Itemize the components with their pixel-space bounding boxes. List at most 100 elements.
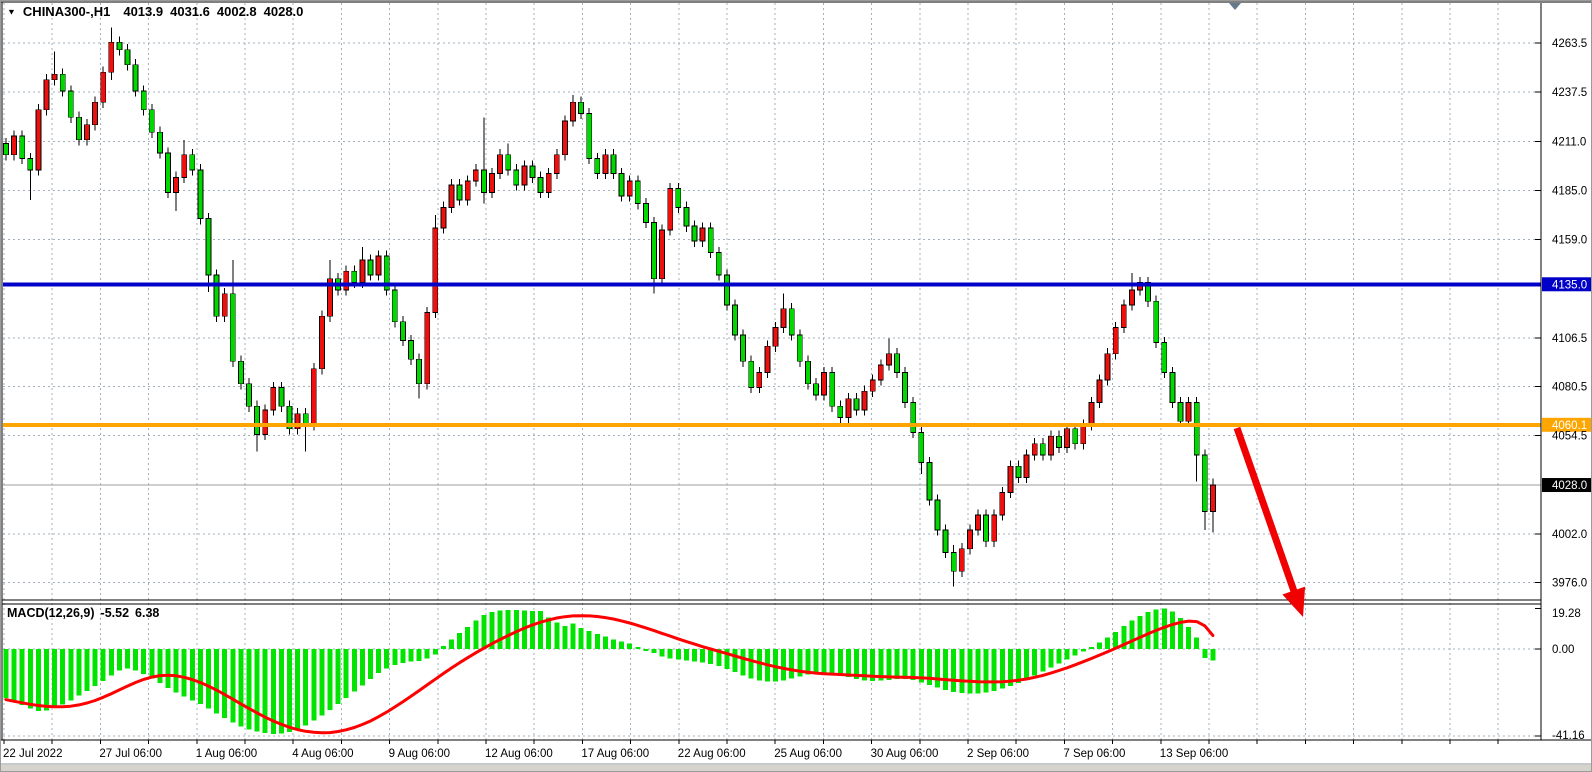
bear-candle — [1161, 342, 1168, 373]
bear-candle — [286, 405, 293, 430]
bull-candle — [991, 514, 998, 542]
bear-candle — [837, 405, 844, 418]
bull-candle — [756, 372, 763, 388]
bear-candle — [748, 360, 755, 388]
date-tick-label: 25 Aug 06:00 — [774, 748, 842, 760]
bull-candle — [1104, 353, 1111, 381]
bear-candle — [254, 405, 261, 435]
bear-candle — [902, 372, 908, 403]
price-tick-label: 4054.5 — [1552, 430, 1587, 442]
bull-candle — [521, 165, 528, 186]
bull-candle — [967, 529, 973, 550]
bear-candle — [205, 218, 212, 276]
bull-candle — [845, 398, 852, 418]
bull-candle — [464, 180, 471, 201]
bull-candle — [489, 173, 495, 193]
bull-candle — [1080, 424, 1087, 445]
bull-candle — [602, 154, 609, 175]
bull-candle — [327, 278, 333, 317]
bear-candle — [383, 255, 390, 291]
bull-candle — [318, 315, 325, 370]
bear-candle — [399, 321, 406, 341]
date-tick-label: 17 Aug 06:00 — [581, 748, 649, 760]
bear-candle — [529, 165, 536, 178]
chart-title: ▼ CHINA300-,H1 4013.9 4031.6 4002.8 4028… — [7, 4, 310, 19]
bull-candle — [886, 353, 892, 366]
candles — [3, 27, 1216, 587]
bull-candle — [1007, 465, 1014, 493]
bear-candle — [983, 514, 989, 542]
bear-candle — [76, 116, 82, 141]
bear-candle — [351, 270, 358, 283]
macd-scale-label: 0.00 — [1552, 644, 1574, 656]
bear-candle — [1153, 300, 1160, 343]
bear-candle — [246, 383, 252, 407]
bear-candle — [618, 173, 625, 197]
bear-candle — [189, 154, 196, 171]
price-tick-label: 4185.0 — [1552, 185, 1587, 197]
date-tick-label: 9 Aug 06:00 — [389, 748, 450, 760]
bear-candle — [926, 462, 933, 501]
bull-candle — [181, 154, 188, 178]
price-axis-labels: 4263.5 4237.5 4211.0 4185.0 4159.0 4106.5 4080… — [1535, 38, 1587, 742]
bull-candle — [667, 188, 674, 231]
bear-candle — [683, 206, 690, 227]
symbol-dropdown-icon[interactable]: ▼ — [7, 7, 16, 16]
bear-candle — [505, 154, 512, 171]
bear-candle — [1201, 454, 1208, 512]
bear-candle — [1177, 402, 1184, 422]
bull-candle — [1096, 379, 1103, 403]
bar-position-marker-icon — [1229, 3, 1241, 10]
downtrend-arrow[interactable] — [1233, 426, 1306, 617]
bear-candle — [788, 308, 795, 336]
bear-candle — [707, 227, 714, 253]
main-plot-area[interactable] — [3, 3, 1541, 597]
price-tick-label: 4159.0 — [1552, 234, 1587, 246]
bull-candle — [1023, 454, 1030, 478]
bear-candle — [124, 49, 131, 66]
current-price-badge — [1542, 478, 1592, 493]
date-tick-label: 1 Aug 06:00 — [196, 748, 257, 760]
bear-candle — [367, 259, 374, 276]
price-tick-label: 4211.0 — [1552, 137, 1586, 149]
bottom-strip — [0, 765, 1592, 772]
macd-value: -5.52 — [100, 606, 130, 620]
bear-candle — [1072, 428, 1079, 445]
bear-candle — [213, 274, 220, 317]
bear-candle — [918, 432, 925, 463]
bear-candle — [140, 90, 147, 111]
bear-candle — [116, 41, 123, 51]
bear-candle — [805, 360, 811, 385]
support-line-badge-label: 4060.1 — [1552, 420, 1587, 432]
bull-candle — [1112, 327, 1119, 355]
bear-candle — [675, 188, 682, 208]
price-axis[interactable] — [1542, 3, 1592, 740]
date-tick-label: 12 Aug 06:00 — [485, 748, 553, 760]
bear-candle — [691, 225, 698, 242]
bull-candle — [84, 124, 90, 141]
bear-candle — [132, 64, 139, 92]
bull-candle — [375, 255, 382, 276]
bull-candle — [821, 372, 827, 396]
bear-candle — [610, 154, 617, 175]
bull-candle — [869, 379, 876, 392]
bear-candle — [894, 353, 900, 373]
bull-candle — [270, 387, 277, 411]
bull-candle — [173, 176, 180, 193]
date-tick-label: 4 Aug 06:00 — [292, 748, 353, 760]
bull-candle — [51, 73, 58, 81]
bear-candle — [853, 398, 860, 411]
bull-candle — [43, 79, 50, 111]
price-tick-label: 4237.5 — [1552, 87, 1587, 99]
bear-candle — [1056, 435, 1062, 448]
bull-candle — [92, 101, 98, 126]
bull-candle — [999, 492, 1006, 516]
price-tick-label: 3976.0 — [1552, 578, 1587, 590]
current-price-badge-label: 4028.0 — [1552, 480, 1587, 492]
time-axis[interactable] — [0, 740, 1592, 764]
bull-candle — [11, 135, 18, 156]
bull-candle — [699, 227, 706, 242]
ohlc-open: 4013.9 — [123, 4, 164, 19]
ohlc-close: 4028.0 — [263, 4, 304, 19]
